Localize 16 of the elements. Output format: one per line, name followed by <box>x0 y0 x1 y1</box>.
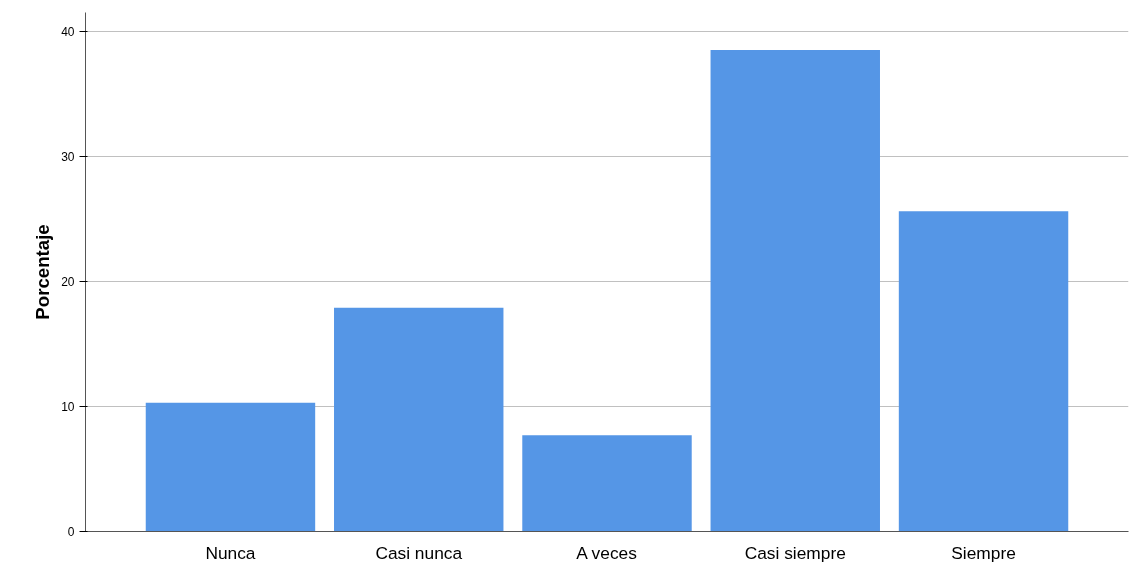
bar <box>710 50 880 532</box>
y-tick-label: 40 <box>61 24 75 39</box>
x-tick-label: Nunca <box>205 542 256 563</box>
y-tick-label: 30 <box>61 149 75 164</box>
bar <box>334 307 504 532</box>
y-axis-title: Porcentaje <box>32 224 54 320</box>
bar <box>898 211 1069 532</box>
x-tick-label: Casi siempre <box>744 542 846 563</box>
y-tick-label: 10 <box>61 399 75 414</box>
x-tick-label: A veces <box>576 542 638 563</box>
x-tick-label: Siempre <box>951 542 1016 563</box>
x-tick-label: Casi nunca <box>375 542 463 563</box>
y-tick-label: 20 <box>61 274 75 289</box>
bar <box>145 402 316 532</box>
bar <box>522 435 692 532</box>
y-tick-label: 0 <box>67 525 75 539</box>
